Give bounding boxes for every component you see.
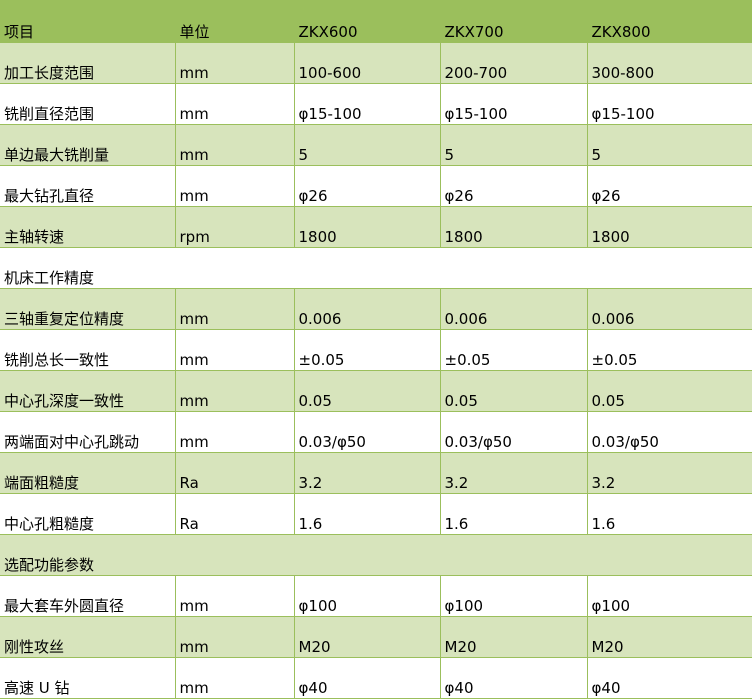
cell-zkx700: ±0.05 — [439, 329, 588, 371]
cell-item: 主轴转速 — [0, 206, 176, 248]
cell-zkx600: 3.2 — [293, 452, 441, 494]
header-row: 项目 单位 ZKX600 ZKX700 ZKX800 — [0, 0, 752, 43]
cell-unit: Ra — [174, 493, 295, 535]
cell-zkx700: 3.2 — [439, 452, 588, 494]
cell-zkx700: 200-700 — [439, 42, 588, 84]
cell-zkx800: 3.2 — [586, 452, 752, 494]
cell-unit: mm — [174, 288, 295, 330]
table-row: 刚性攻丝 mm M20 M20 M20 — [0, 616, 752, 658]
cell-unit: mm — [174, 370, 295, 412]
column-header-zkx700: ZKX700 — [439, 0, 588, 43]
cell-zkx800: M20 — [586, 616, 752, 658]
cell-zkx600: ±0.05 — [293, 329, 441, 371]
cell-zkx600: 0.03/φ50 — [293, 411, 441, 453]
cell-unit: rpm — [174, 206, 295, 248]
cell-zkx600: 1.6 — [293, 493, 441, 535]
cell-item: 最大套车外圆直径 — [0, 575, 176, 617]
cell-zkx700: 1.6 — [439, 493, 588, 535]
cell-zkx600: 0.006 — [293, 288, 441, 330]
column-header-zkx800: ZKX800 — [586, 0, 752, 43]
cell-unit: mm — [174, 616, 295, 658]
table-row: 主轴转速 rpm 1800 1800 1800 — [0, 206, 752, 248]
cell-unit: mm — [174, 42, 295, 84]
cell-unit: Ra — [174, 452, 295, 494]
table-row: 加工长度范围 mm 100-600 200-700 300-800 — [0, 42, 752, 84]
cell-item: 刚性攻丝 — [0, 616, 176, 658]
section-header-label: 机床工作精度 — [0, 247, 752, 289]
cell-item: 两端面对中心孔跳动 — [0, 411, 176, 453]
column-header-unit: 单位 — [174, 0, 295, 43]
table-row: 两端面对中心孔跳动 mm 0.03/φ50 0.03/φ50 0.03/φ50 — [0, 411, 752, 453]
cell-zkx800: 0.03/φ50 — [586, 411, 752, 453]
cell-zkx800: φ100 — [586, 575, 752, 617]
cell-zkx600: 0.05 — [293, 370, 441, 412]
cell-zkx600: 100-600 — [293, 42, 441, 84]
cell-zkx800: 1800 — [586, 206, 752, 248]
table-row: 铣削总长一致性 mm ±0.05 ±0.05 ±0.05 — [0, 329, 752, 371]
cell-zkx600: φ26 — [293, 165, 441, 207]
cell-item: 端面粗糙度 — [0, 452, 176, 494]
table-row: 中心孔粗糙度 Ra 1.6 1.6 1.6 — [0, 493, 752, 535]
cell-zkx600: 1800 — [293, 206, 441, 248]
cell-zkx800: φ15-100 — [586, 83, 752, 125]
cell-item: 铣削总长一致性 — [0, 329, 176, 371]
cell-zkx600: 5 — [293, 124, 441, 166]
table-row: 中心孔深度一致性 mm 0.05 0.05 0.05 — [0, 370, 752, 412]
cell-zkx800: φ26 — [586, 165, 752, 207]
section-header-row: 机床工作精度 — [0, 247, 752, 289]
cell-zkx700: φ15-100 — [439, 83, 588, 125]
table-header: 项目 单位 ZKX600 ZKX700 ZKX800 — [0, 0, 752, 43]
cell-zkx800: 0.05 — [586, 370, 752, 412]
cell-item: 单边最大铣削量 — [0, 124, 176, 166]
cell-item: 加工长度范围 — [0, 42, 176, 84]
cell-zkx700: 0.006 — [439, 288, 588, 330]
cell-zkx600: φ40 — [293, 657, 441, 699]
cell-item: 中心孔粗糙度 — [0, 493, 176, 535]
cell-zkx700: M20 — [439, 616, 588, 658]
cell-zkx700: 0.05 — [439, 370, 588, 412]
table-row: 最大套车外圆直径 mm φ100 φ100 φ100 — [0, 575, 752, 617]
section-header-row: 选配功能参数 — [0, 534, 752, 576]
cell-zkx800: 0.006 — [586, 288, 752, 330]
cell-zkx700: 1800 — [439, 206, 588, 248]
cell-unit: mm — [174, 165, 295, 207]
cell-zkx800: 5 — [586, 124, 752, 166]
cell-unit: mm — [174, 329, 295, 371]
cell-zkx800: 1.6 — [586, 493, 752, 535]
cell-zkx700: φ100 — [439, 575, 588, 617]
cell-zkx600: φ100 — [293, 575, 441, 617]
table-row: 端面粗糙度 Ra 3.2 3.2 3.2 — [0, 452, 752, 494]
cell-zkx800: ±0.05 — [586, 329, 752, 371]
cell-item: 铣削直径范围 — [0, 83, 176, 125]
cell-zkx700: φ40 — [439, 657, 588, 699]
section-header-label: 选配功能参数 — [0, 534, 752, 576]
cell-unit: mm — [174, 83, 295, 125]
table-row: 铣削直径范围 mm φ15-100 φ15-100 φ15-100 — [0, 83, 752, 125]
table-row: 高速 U 钻 mm φ40 φ40 φ40 — [0, 657, 752, 699]
cell-zkx800: φ40 — [586, 657, 752, 699]
cell-zkx600: M20 — [293, 616, 441, 658]
cell-zkx700: φ26 — [439, 165, 588, 207]
cell-unit: mm — [174, 657, 295, 699]
cell-zkx600: φ15-100 — [293, 83, 441, 125]
cell-zkx800: 300-800 — [586, 42, 752, 84]
cell-zkx700: 5 — [439, 124, 588, 166]
cell-unit: mm — [174, 575, 295, 617]
table-row: 三轴重复定位精度 mm 0.006 0.006 0.006 — [0, 288, 752, 330]
table-row: 最大钻孔直径 mm φ26 φ26 φ26 — [0, 165, 752, 207]
table-body: 加工长度范围 mm 100-600 200-700 300-800 铣削直径范围 mm φ15… — [0, 42, 752, 699]
cell-item: 三轴重复定位精度 — [0, 288, 176, 330]
cell-zkx700: 0.03/φ50 — [439, 411, 588, 453]
cell-unit: mm — [174, 411, 295, 453]
column-header-zkx600: ZKX600 — [293, 0, 441, 43]
cell-item: 高速 U 钻 — [0, 657, 176, 699]
column-header-item: 项目 — [0, 0, 176, 43]
cell-item: 最大钻孔直径 — [0, 165, 176, 207]
cell-item: 中心孔深度一致性 — [0, 370, 176, 412]
table-row: 单边最大铣削量 mm 5 5 5 — [0, 124, 752, 166]
cell-unit: mm — [174, 124, 295, 166]
